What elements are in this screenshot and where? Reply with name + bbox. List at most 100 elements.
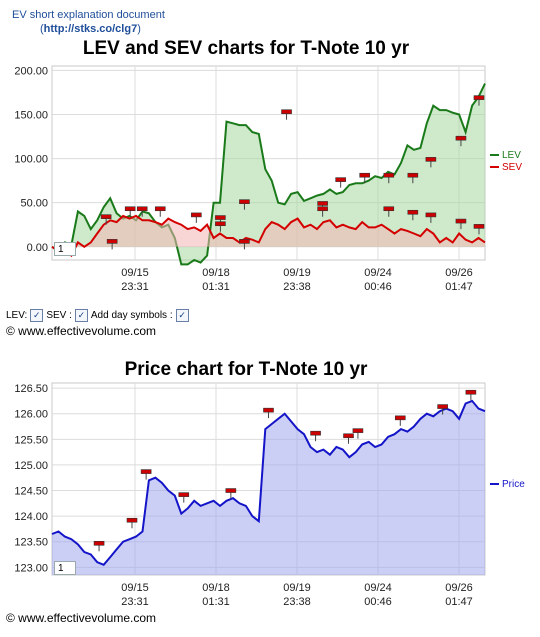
chart1-series	[51, 83, 486, 266]
c2-x-tick-date: 09/19	[283, 582, 311, 594]
c1-day-marker	[281, 109, 292, 120]
c2-day-marker	[343, 433, 354, 444]
day-symbols-checkbox[interactable]: ✓	[175, 309, 189, 322]
c1-day-marker	[154, 206, 166, 217]
day-symbols-label: Add day symbols :	[90, 310, 173, 321]
c1-x-tick-time: 01:31	[202, 281, 230, 293]
c2-area-price	[52, 400, 485, 575]
c1-day-marker	[425, 212, 437, 223]
url-text[interactable]: http://stks.co/clg7	[43, 23, 138, 35]
lev-label: LEV:	[6, 310, 28, 321]
sev-label: SEV :	[46, 310, 72, 321]
c1-x-tick-date: 09/19	[283, 267, 311, 279]
c1-day-marker	[359, 172, 371, 184]
c2-legend-label: Price	[502, 479, 525, 490]
c1-day-marker	[136, 206, 148, 217]
lev-checkbox[interactable]: ✓	[30, 309, 44, 322]
chart1-axes: 0.00 50.00 100.00 150.00 200.00 09/15 23:31 09/…	[14, 65, 472, 293]
c1-day-marker	[407, 209, 419, 221]
c2-day-marker	[394, 415, 406, 426]
c2-x-tick-time: 00:46	[364, 596, 392, 608]
c1-x-tick-date: 09/15	[121, 267, 149, 279]
c2-day-marker	[310, 430, 321, 442]
c2-y-tick: 123.00	[14, 562, 48, 574]
c1-day-marker	[383, 206, 395, 217]
copyright-bottom: © www.effectivevolume.com	[6, 611, 157, 625]
c1-y-tick: 150.00	[14, 110, 48, 122]
c1-x-tick-date: 09/24	[364, 267, 392, 279]
c2-x-tick-time: 01:47	[445, 596, 473, 608]
c2-day-marker	[437, 404, 448, 415]
c1-day-marker	[335, 177, 346, 188]
c1-day-marker	[239, 199, 250, 210]
c2-x-tick-time: 23:38	[283, 596, 311, 608]
copyright-top: © www.effectivevolume.com	[6, 324, 157, 338]
c2-x-tick-date: 09/18	[202, 582, 230, 594]
c2-y-tick: 124.00	[14, 511, 48, 523]
url-suffix: )	[137, 23, 141, 35]
c2-day-marker	[178, 492, 190, 503]
c1-day-marker	[473, 95, 485, 106]
c1-y-tick: 200.00	[14, 65, 48, 77]
c1-day-marker	[407, 172, 419, 184]
c2-y-tick: 124.50	[14, 486, 48, 498]
c1-x-tick-time: 23:31	[121, 281, 149, 293]
doc-url[interactable]: (http://stks.co/clg7)	[40, 23, 141, 35]
chart-controls: LEV: ✓ SEV : ✓ Add day symbols : ✓	[6, 309, 189, 322]
c1-area-lev	[52, 83, 485, 265]
c2-day-marker	[465, 389, 477, 401]
c1-day-marker	[124, 206, 136, 217]
chart2-title: Price chart for T-Note 10 yr	[125, 359, 368, 380]
c1-day-marker	[383, 172, 395, 184]
c2-day-marker	[263, 407, 274, 419]
chart2-series	[51, 399, 486, 575]
c2-y-tick: 125.50	[14, 434, 48, 446]
c1-day-marker	[455, 135, 467, 147]
c1-line-sev	[51, 214, 486, 258]
c2-day-marker	[140, 469, 152, 480]
c1-day-marker	[473, 224, 485, 235]
chart1-zoom-input[interactable]: 1	[54, 242, 76, 256]
c2-x-tick-date: 09/15	[121, 582, 149, 594]
sev-checkbox[interactable]: ✓	[74, 309, 88, 322]
c1-y-tick: 0.00	[27, 242, 48, 254]
chart2-legend: Price	[490, 479, 525, 490]
c2-x-tick-time: 23:31	[121, 596, 149, 608]
chart2-day-markers	[93, 389, 477, 552]
c1-legend-label: LEV	[502, 150, 521, 161]
c1-day-marker	[239, 239, 250, 250]
c1-x-tick-time: 01:47	[445, 281, 473, 293]
c1-x-tick-date: 09/18	[202, 267, 230, 279]
chart2-axes: 123.00 123.50 124.00 124.50 125.00 125.50 126.…	[14, 383, 472, 608]
price-chart[interactable]: Price chart for T-Note 10 yr 123.00 123.5…	[0, 345, 540, 615]
c2-day-marker	[225, 488, 237, 499]
c1-legend-label: SEV	[502, 162, 522, 173]
c1-x-tick-time: 23:38	[283, 281, 311, 293]
doc-link[interactable]: EV short explanation document	[12, 9, 165, 21]
c2-y-tick: 126.00	[14, 409, 48, 421]
chart1-title: LEV and SEV charts for T-Note 10 yr	[83, 38, 410, 59]
c1-day-marker	[106, 239, 118, 250]
url-prefix: (	[40, 23, 44, 35]
c1-y-tick: 100.00	[14, 154, 48, 166]
c1-day-marker	[100, 214, 112, 225]
c2-y-tick: 126.50	[14, 383, 48, 395]
c2-y-tick: 123.50	[14, 537, 48, 549]
c1-day-marker	[215, 221, 226, 232]
c2-line-price	[51, 399, 486, 566]
c2-day-marker	[352, 428, 364, 439]
c2-y-tick: 125.00	[14, 460, 48, 472]
c1-day-marker	[425, 157, 437, 168]
c1-y-tick: 50.00	[20, 198, 48, 210]
c1-x-tick-time: 00:46	[364, 281, 392, 293]
c2-day-marker	[126, 517, 138, 529]
c1-day-marker	[455, 218, 467, 230]
lev-sev-chart[interactable]: LEV and SEV charts for T-Note 10 yr 0.00…	[0, 30, 540, 330]
chart1-day-markers	[100, 95, 485, 250]
c1-day-marker	[317, 206, 328, 217]
chart2-zoom-input[interactable]: 1	[54, 561, 76, 575]
c1-day-marker	[191, 212, 202, 223]
c1-area-sev	[52, 215, 485, 256]
c2-x-tick-date: 09/26	[445, 582, 473, 594]
